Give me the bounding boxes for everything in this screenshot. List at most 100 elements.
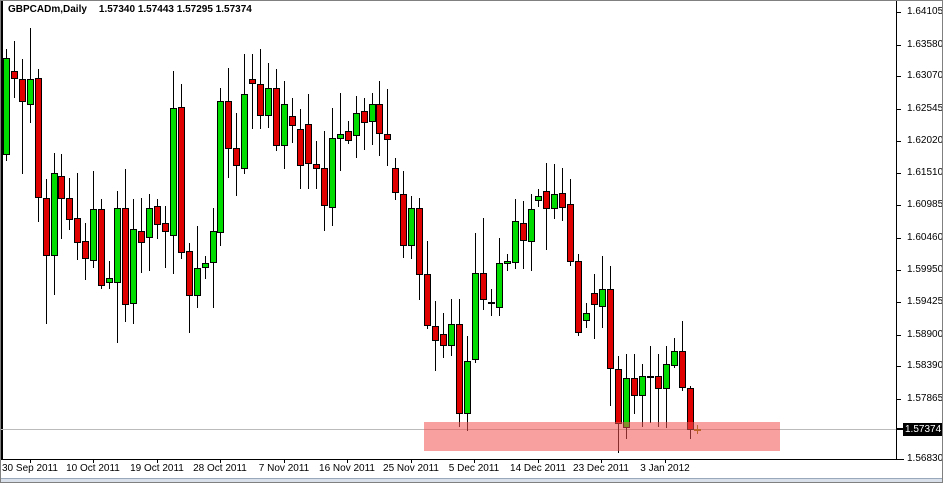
candle-body [186,251,193,296]
candle-wick [340,93,341,171]
candle-wick [14,41,15,98]
candle-body [392,168,399,193]
candle-body [138,231,145,243]
price-axis-label: 1.59425 [907,296,943,307]
candle-body [106,278,113,283]
candle-body [178,107,185,253]
candle-body [90,209,97,261]
price-axis-tick [896,459,901,460]
candle-body [35,78,42,198]
candle-body [345,131,352,141]
date-tick [474,459,475,463]
candle-body [162,223,169,232]
candle-body [82,241,89,259]
plot-left-border [1,1,3,459]
candle-body [122,208,129,305]
current-price-badge: 1.57374 [903,423,942,436]
ohlc-quote: 1.57340 1.57443 1.57295 1.57374 [98,4,252,15]
candle-body [472,273,479,360]
candle-body [225,101,232,149]
candle-body [11,71,18,79]
candle-body [663,364,670,389]
price-axis-tick [896,335,901,336]
chart-plot-area[interactable] [1,1,896,459]
candle-body [130,229,137,304]
candle-body [376,104,383,134]
candle-body [408,208,415,246]
candle-wick [252,54,253,129]
candle-body [217,101,224,233]
price-axis-label: 1.58390 [907,360,943,371]
candle-body [512,221,519,263]
bottom-frame-strip [1,478,942,482]
candle-body [202,263,209,268]
candle-wick [22,59,23,174]
date-label: 28 Oct 2011 [193,463,247,474]
candle-body [448,324,455,346]
candle-body [154,206,161,225]
candle-body [607,289,614,369]
price-axis-label: 1.63580 [907,39,943,50]
candle-wick [594,274,595,339]
price-axis-label: 1.57865 [907,393,943,404]
candle-body [496,263,503,308]
candle-body [416,208,423,275]
price-axis-tick [896,205,901,206]
candle-body [655,376,662,389]
candle-body [384,134,391,140]
date-tick [284,459,285,463]
date-label: 7 Nov 2011 [258,463,310,474]
date-label: 25 Nov 2011 [383,463,439,474]
candle-body [27,79,34,105]
chart-title-bar: GBPCADm,Daily 1.57340 1.57443 1.57295 1.5… [8,4,252,15]
date-tick [347,459,348,463]
candle-body [671,351,678,366]
date-label: 16 Nov 2011 [319,463,375,474]
price-axis-line [896,1,897,459]
price-axis-label: 1.59950 [907,264,943,275]
candle-wick [554,164,555,219]
candle-body [98,209,105,286]
candle-body [146,208,153,238]
candle-body [241,94,248,169]
price-axis-label: 1.60985 [907,199,943,210]
candle-body [504,261,511,264]
date-tick [93,459,94,463]
candle-body [456,324,463,414]
candle-body [528,209,535,242]
candle-body [51,173,58,256]
support-zone-rectangle[interactable] [424,422,780,451]
candle-body [210,231,217,263]
candle-body [114,208,121,283]
candle-body [639,376,646,396]
candle-body [559,193,566,208]
date-tick [220,459,221,463]
candle-body [575,261,582,333]
date-tick [665,459,666,463]
price-axis-label: 1.56830 [907,453,943,464]
candle-body [520,223,527,241]
candle-body [679,351,686,388]
candle-body [74,218,81,243]
date-tick [411,459,412,463]
candle-body [66,198,73,220]
time-axis-line [1,459,904,460]
price-axis-label: 1.58900 [907,329,943,340]
candle-body [257,84,264,116]
candle-body [281,104,288,146]
candle-wick [658,354,659,427]
price-axis-tick [896,173,901,174]
candle-body [265,88,272,116]
candle-body [305,124,312,164]
price-axis-tick [896,302,901,303]
candle-body [194,268,201,296]
price-axis-tick [896,109,901,110]
candle-body [19,79,26,102]
candle-body [249,79,256,84]
candle-body [329,138,336,208]
chart-title: GBPCADm,Daily [8,4,87,15]
price-axis-label: 1.60460 [907,232,943,243]
candle-body [432,326,439,341]
date-label: 10 Oct 2011 [66,463,120,474]
candle-body [615,369,622,424]
